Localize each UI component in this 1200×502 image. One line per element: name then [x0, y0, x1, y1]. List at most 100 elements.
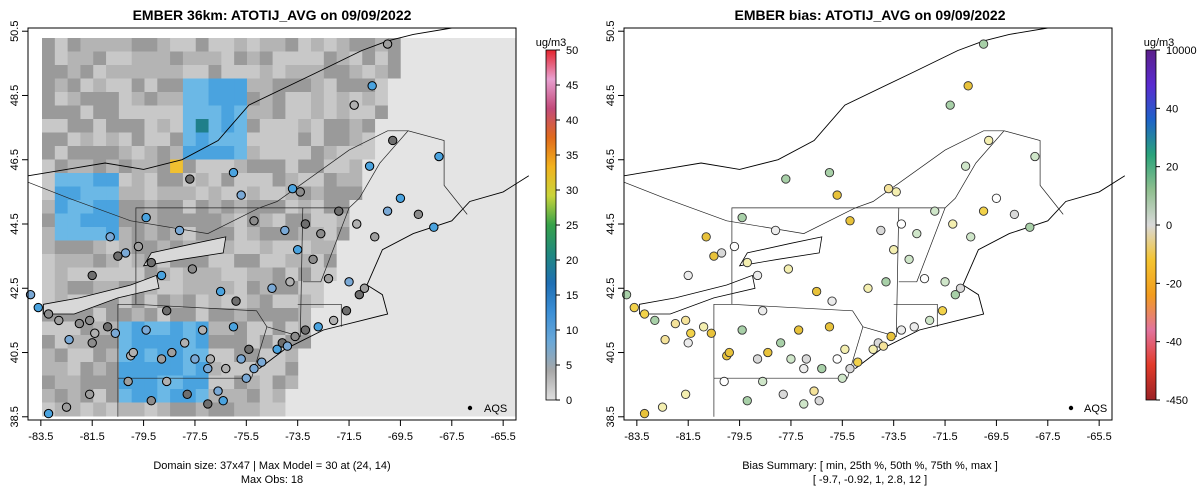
model-cell [323, 362, 338, 376]
left-state-border [297, 303, 342, 327]
model-cell [349, 200, 363, 214]
model-cell [426, 132, 440, 147]
model-cell [80, 375, 94, 390]
model-cell [272, 213, 286, 228]
model-cell [349, 146, 363, 160]
model-cell [490, 321, 504, 336]
model-cell [387, 105, 402, 120]
model-cell [221, 105, 235, 120]
model-cell [464, 321, 479, 336]
model-cell [234, 146, 248, 160]
model-cell [490, 348, 504, 363]
model-cell [118, 308, 133, 322]
model-cell [195, 78, 210, 93]
left-aqs-site [190, 354, 200, 364]
model-cell [170, 78, 184, 93]
model-cell [208, 173, 222, 187]
model-cell [170, 362, 184, 376]
right-aqs-site [978, 206, 989, 216]
model-cell [323, 173, 338, 187]
model-cell [144, 159, 158, 174]
model-cell [490, 159, 504, 174]
right-aqs-site [801, 354, 812, 364]
model-cell [208, 105, 222, 120]
model-cell [246, 173, 261, 187]
model-cell [106, 92, 120, 106]
model-cell [464, 254, 479, 268]
model-cell [93, 78, 107, 93]
model-cell [336, 119, 350, 133]
model-cell [336, 375, 350, 390]
model-cell [234, 159, 248, 174]
model-cell [42, 146, 56, 160]
model-cell [503, 402, 517, 417]
model-cell [67, 240, 81, 255]
model-cell [362, 146, 376, 160]
model-cell [106, 105, 120, 120]
left-y-tick-label: 46.5 [9, 149, 21, 170]
model-cell [298, 348, 312, 363]
model-cell [298, 402, 312, 417]
leftCbar-tick-label: 35 [566, 150, 578, 162]
model-cell [387, 78, 402, 93]
right-x-tick-label: -69.5 [984, 431, 1009, 443]
left-x-tick-label: -73.5 [285, 431, 310, 443]
model-cell [259, 173, 274, 187]
left-x-tick-label: -65.5 [491, 431, 516, 443]
left-aqs-site [344, 277, 354, 287]
model-cell [221, 92, 235, 106]
model-cell [298, 294, 312, 309]
left-aqs-site [90, 328, 100, 338]
model-cell [323, 159, 338, 174]
model-cell [451, 335, 466, 349]
model-cell [336, 105, 350, 120]
model-cell [208, 119, 222, 133]
model-cell [439, 389, 453, 403]
model-cell [131, 92, 145, 106]
model-cell [400, 146, 415, 160]
model-cell [477, 105, 491, 120]
model-cell [67, 267, 81, 282]
model-cell [426, 267, 440, 282]
model-cell [80, 362, 94, 376]
model-cell [195, 227, 210, 241]
model-cell [182, 92, 197, 106]
left-lake [43, 274, 160, 315]
model-cell [246, 240, 261, 255]
model-cell [490, 105, 504, 120]
model-cell [464, 92, 479, 106]
model-cell [336, 38, 350, 52]
model-cell [503, 132, 517, 147]
model-cell [195, 186, 210, 201]
model-cell [387, 308, 402, 322]
model-cell [490, 294, 504, 309]
model-cell [118, 38, 133, 52]
model-cell [490, 213, 504, 228]
left-aqs-site [236, 354, 246, 364]
model-cell [413, 308, 427, 322]
model-cell [439, 348, 453, 363]
model-cell [336, 51, 350, 66]
right-aqs-site [845, 216, 855, 226]
left-aqs-site [352, 219, 362, 229]
left-aqs-site [87, 338, 97, 348]
model-cell [246, 38, 261, 52]
model-cell [93, 38, 107, 52]
left-coast-line [27, 27, 452, 177]
model-cell [80, 119, 94, 133]
model-cell [234, 308, 248, 322]
model-cell [285, 389, 299, 403]
model-cell [42, 348, 56, 363]
right-aqs-site [814, 396, 824, 406]
model-cell [323, 78, 338, 93]
leftCbar-tick-label: 5 [566, 360, 572, 372]
model-cell [413, 348, 427, 363]
model-cell [221, 65, 235, 79]
right-aqs-site [683, 270, 693, 281]
model-cell [118, 335, 133, 349]
model-cell [439, 294, 453, 309]
model-cell [477, 146, 491, 160]
right-aqs-site [832, 354, 842, 364]
left-y-tick-label: 44.5 [9, 213, 21, 234]
model-cell [131, 254, 145, 268]
